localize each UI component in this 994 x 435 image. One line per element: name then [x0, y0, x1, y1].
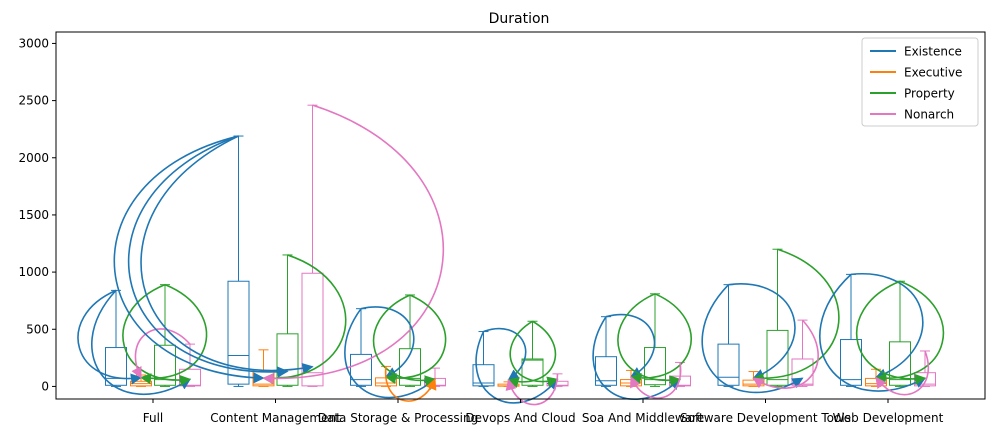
annotation-arrow-31 [874, 280, 945, 385]
annotation-arrow-18 [509, 320, 559, 388]
annotation-arrow-15 [483, 327, 527, 381]
box-existence-5 [717, 284, 740, 387]
annotation-arrow-14 [384, 366, 437, 402]
x-tick-label: Full [143, 411, 164, 425]
box-nonarch-1 [301, 104, 324, 387]
legend-label-existence: Existence [904, 45, 962, 59]
annotation-arrow-28 [752, 319, 819, 389]
legend-label-nonarch: Nonarch [904, 108, 954, 122]
annotation-arrow-4 [131, 328, 191, 379]
annotation-arrow-22 [629, 293, 692, 385]
annotation-arrow-23 [617, 293, 682, 387]
annotation-arrow-30 [819, 273, 926, 392]
legend-frame [861, 37, 979, 127]
legend: Existence Executive Property Nonarch [861, 37, 979, 127]
annotation-arrow-32 [855, 280, 927, 385]
plot-frame [55, 31, 986, 400]
annotation-arrow-29 [850, 273, 924, 380]
annotation-arrow-20 [605, 313, 656, 378]
y-tick-label: 3000 [18, 36, 49, 50]
plot-area [77, 104, 945, 406]
annotation-arrow-7 [128, 135, 289, 378]
chart-title: Duration [489, 11, 550, 27]
y-tick-label: 1500 [18, 208, 49, 222]
annotation-arrow-3 [122, 283, 192, 387]
annotation-arrow-24 [630, 362, 682, 399]
annotation-arrow-12 [384, 294, 447, 385]
box-existence-2 [350, 308, 372, 387]
box-property-6 [889, 280, 911, 387]
annotation-arrow-0 [77, 289, 143, 385]
x-tick-label: Software Development Tools [680, 411, 851, 425]
annotation-arrow-13 [372, 294, 437, 387]
y-tick-label: 1000 [18, 265, 49, 279]
annotation-arrow-2 [139, 283, 208, 385]
y-tick-label: 2000 [18, 151, 49, 165]
x-tick-label: Devops And Cloud [465, 411, 575, 425]
annotation-arrow-6 [113, 135, 265, 384]
legend-label-property: Property [904, 87, 955, 101]
annotation-arrow-1 [91, 289, 191, 396]
box-existence-6 [840, 273, 862, 387]
annotation-arrow-26 [701, 284, 804, 394]
annotation-arrow-17 [507, 320, 557, 388]
y-tick-label: 500 [26, 322, 49, 336]
annotation-arrow-27 [752, 248, 840, 385]
annotation-arrow-10 [360, 306, 415, 378]
annotation-arrow-25 [728, 283, 796, 380]
y-tick-label: 2500 [18, 94, 49, 108]
annotation-arrow-9 [262, 104, 444, 385]
annotation-arrow-5 [140, 135, 314, 374]
x-tick-label: Web Development [833, 411, 944, 425]
annotation-arrow-21 [592, 316, 681, 400]
box-executive-1 [252, 349, 275, 387]
annotation-arrow-11 [344, 308, 436, 399]
box-existence-4 [595, 316, 617, 387]
axes: 0 500 1000 1500 2000 2500 3000 Full Content Mana… [18, 36, 943, 425]
box-existence-1 [227, 135, 250, 387]
annotation-arrow-19 [505, 373, 559, 406]
box-property-2 [399, 294, 421, 387]
box-property-1 [276, 254, 299, 387]
annotation-arrow-33 [875, 350, 930, 396]
annotation-arrow-16 [475, 331, 559, 404]
annotation-arrow-8 [262, 254, 347, 385]
x-tick-label: Data Storage & Processing [318, 411, 478, 425]
x-tick-label: Soa And Middleware [582, 411, 704, 425]
x-tick-label: Content Management [210, 411, 341, 425]
legend-label-executive: Executive [904, 66, 962, 80]
y-tick-label: 0 [41, 379, 49, 393]
box-property-5 [766, 248, 789, 387]
